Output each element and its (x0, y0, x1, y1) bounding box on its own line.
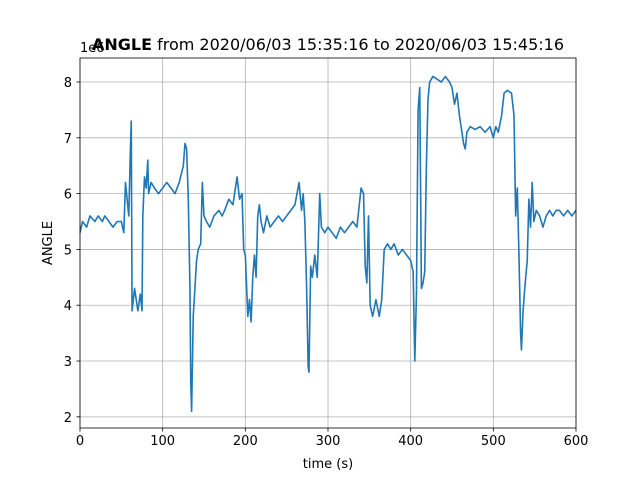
data-line (79, 75, 577, 413)
title-rest: from 2020/06/03 15:35:16 to 2020/06/03 1… (157, 35, 564, 54)
y-tick-label: 6 (64, 188, 72, 203)
chart-title: ANGLE from 2020/06/03 15:35:16 to 2020/0… (92, 35, 564, 54)
y-offset-label: 1e6 (80, 41, 105, 56)
x-tick-label: 600 (564, 434, 589, 449)
plot-frame (79, 57, 577, 429)
title-bold: ANGLE (92, 35, 152, 54)
x-axis-label: time (s) (303, 457, 353, 472)
x-tick-label: 200 (233, 434, 258, 449)
y-tick-label: 2 (64, 411, 72, 426)
x-tick-label: 500 (481, 434, 506, 449)
y-tick-label: 5 (64, 243, 72, 258)
y-tick-label: 4 (64, 299, 72, 314)
x-tick-label: 400 (398, 434, 423, 449)
y-tick-label: 7 (64, 132, 72, 147)
y-axis-label: ANGLE (41, 221, 56, 265)
y-tick-label: 8 (64, 76, 72, 91)
x-tick-label: 0 (76, 434, 84, 449)
x-tick-label: 300 (316, 434, 341, 449)
y-tick-label: 3 (64, 355, 72, 370)
x-tick-label: 100 (150, 434, 175, 449)
